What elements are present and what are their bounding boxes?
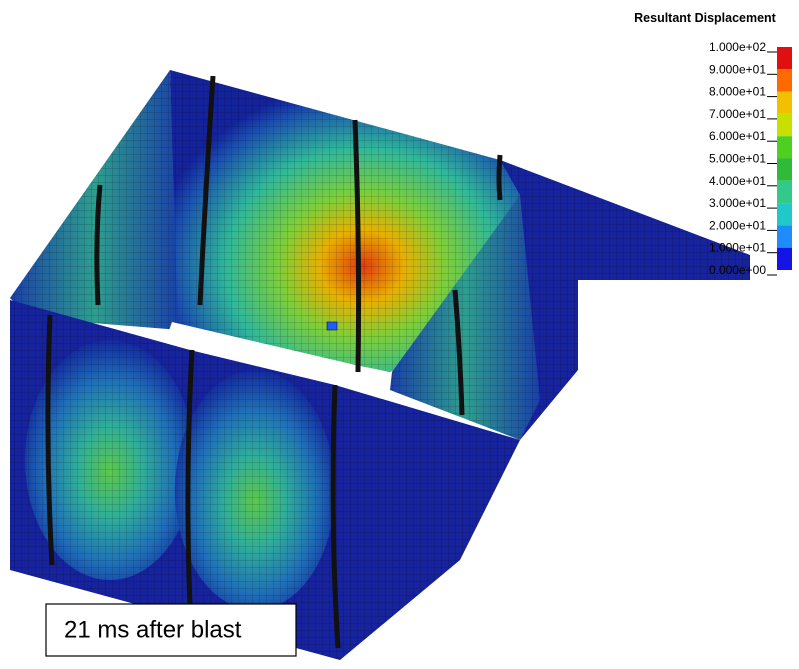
legend: 1.000e+02 9.000e+01 8.000e+01 7.000e+01 6.00… [709,40,792,277]
caption-box [45,603,297,657]
legend-label: 6.000e+01 [709,129,766,143]
legend-label: 1.000e+01 [709,241,766,255]
legend-band [777,180,792,204]
legend-label: 8.000e+01 [709,85,766,99]
legend-band [777,91,792,114]
legend-label: 9.000e+01 [709,62,766,76]
legend-band [777,69,792,92]
legend-band [777,47,792,70]
legend-band [777,225,792,248]
legend-label: 7.000e+01 [709,107,766,121]
legend-band [777,203,792,226]
model [10,70,750,660]
legend-band [777,113,792,137]
legend-band [777,247,792,270]
legend-label: 3.000e+01 [709,196,766,210]
legend-label: 0.000e+00 [709,263,766,277]
legend-label: 1.000e+02 [709,40,766,54]
legend-band [777,136,792,159]
caption: 21 ms after blast [64,616,242,643]
legend-label: 4.000e+01 [709,174,766,188]
legend-label: 2.000e+01 [709,218,766,232]
legend-band [777,158,792,181]
legend-label: 5.000e+01 [709,152,766,166]
legend-title: Resultant Displacement [634,11,777,25]
